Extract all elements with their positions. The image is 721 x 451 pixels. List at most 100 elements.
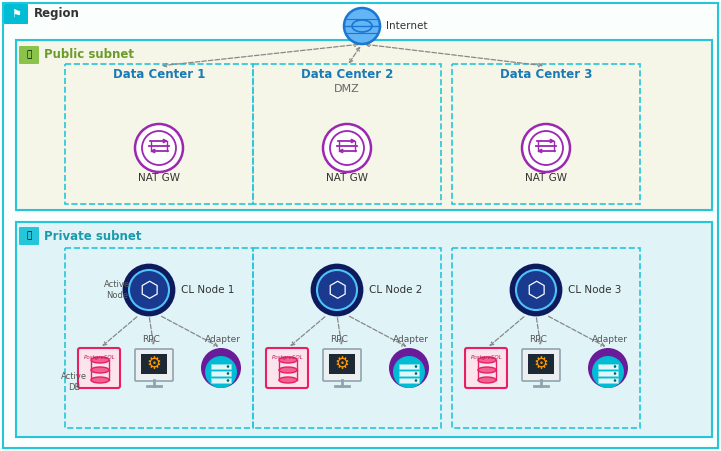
Bar <box>65 248 253 428</box>
Ellipse shape <box>478 367 496 373</box>
FancyBboxPatch shape <box>78 348 120 388</box>
Bar <box>399 364 419 369</box>
Bar <box>598 371 618 376</box>
Circle shape <box>323 124 371 172</box>
FancyBboxPatch shape <box>4 4 28 24</box>
Circle shape <box>511 265 561 315</box>
Circle shape <box>415 379 417 382</box>
FancyBboxPatch shape <box>266 348 308 388</box>
Bar <box>399 371 419 376</box>
Text: ⚙: ⚙ <box>335 355 350 373</box>
Bar <box>211 364 231 369</box>
Text: ⬡: ⬡ <box>327 281 347 301</box>
Circle shape <box>415 372 417 375</box>
Text: Private subnet: Private subnet <box>44 230 141 243</box>
Ellipse shape <box>478 377 496 383</box>
Text: PostgreSQL: PostgreSQL <box>84 355 116 360</box>
Text: RPC: RPC <box>529 336 547 345</box>
Bar <box>253 248 441 428</box>
Text: Data Center 3: Data Center 3 <box>500 69 592 82</box>
Circle shape <box>201 348 241 388</box>
Circle shape <box>226 365 229 368</box>
Text: PostgreSQL: PostgreSQL <box>471 355 503 360</box>
Circle shape <box>588 348 628 388</box>
Circle shape <box>129 270 169 310</box>
Circle shape <box>124 265 174 315</box>
Circle shape <box>522 124 570 172</box>
Ellipse shape <box>91 357 109 363</box>
Ellipse shape <box>478 357 496 363</box>
FancyBboxPatch shape <box>465 348 507 388</box>
Circle shape <box>614 379 616 382</box>
Bar <box>329 354 355 374</box>
FancyBboxPatch shape <box>522 349 560 381</box>
Bar <box>16 40 712 210</box>
Ellipse shape <box>91 377 109 383</box>
FancyBboxPatch shape <box>19 46 39 64</box>
Text: Adapter: Adapter <box>393 336 429 345</box>
Ellipse shape <box>279 357 297 363</box>
Text: Active
DB: Active DB <box>61 372 87 392</box>
Text: 🔒: 🔒 <box>26 51 32 60</box>
Text: RPC: RPC <box>330 336 348 345</box>
Text: CL Node 1: CL Node 1 <box>181 285 234 295</box>
Text: PostgreSQL: PostgreSQL <box>272 355 304 360</box>
Text: Public subnet: Public subnet <box>44 49 134 61</box>
Circle shape <box>317 270 357 310</box>
Circle shape <box>135 124 183 172</box>
Circle shape <box>389 348 429 388</box>
Circle shape <box>142 131 176 165</box>
Circle shape <box>529 131 563 165</box>
Text: Region: Region <box>34 8 80 20</box>
Circle shape <box>592 356 624 388</box>
Circle shape <box>614 365 616 368</box>
Circle shape <box>614 372 616 375</box>
Text: 🔒: 🔒 <box>26 231 32 240</box>
Text: Internet: Internet <box>386 21 428 31</box>
FancyBboxPatch shape <box>135 349 173 381</box>
Bar <box>211 371 231 376</box>
Circle shape <box>516 270 556 310</box>
Text: DMZ: DMZ <box>334 84 360 94</box>
Text: Adapter: Adapter <box>592 336 628 345</box>
Text: NAT GW: NAT GW <box>326 173 368 183</box>
Bar <box>598 364 618 369</box>
Bar <box>452 64 640 204</box>
Text: CL Node 3: CL Node 3 <box>568 285 622 295</box>
Ellipse shape <box>279 367 297 373</box>
Circle shape <box>330 131 364 165</box>
Text: ⚙: ⚙ <box>146 355 162 373</box>
Text: ⬡: ⬡ <box>526 281 546 301</box>
FancyBboxPatch shape <box>19 227 39 245</box>
Bar <box>598 378 618 383</box>
Bar <box>211 378 231 383</box>
Circle shape <box>344 8 380 44</box>
Ellipse shape <box>91 367 109 373</box>
Bar <box>399 378 419 383</box>
Circle shape <box>226 372 229 375</box>
FancyBboxPatch shape <box>323 349 361 381</box>
Text: ⚙: ⚙ <box>534 355 549 373</box>
Text: Data Center 1: Data Center 1 <box>112 69 205 82</box>
Bar <box>452 248 640 428</box>
Bar <box>16 222 712 437</box>
Circle shape <box>312 265 362 315</box>
Circle shape <box>205 356 237 388</box>
Text: Data Center 2: Data Center 2 <box>301 69 393 82</box>
Text: RPC: RPC <box>142 336 160 345</box>
Circle shape <box>415 365 417 368</box>
Bar <box>141 354 167 374</box>
Text: NAT GW: NAT GW <box>138 173 180 183</box>
Circle shape <box>393 356 425 388</box>
Bar <box>253 64 441 204</box>
Text: CL Node 2: CL Node 2 <box>369 285 423 295</box>
Ellipse shape <box>279 377 297 383</box>
Text: Adapter: Adapter <box>205 336 241 345</box>
Bar <box>528 354 554 374</box>
Text: NAT GW: NAT GW <box>525 173 567 183</box>
Bar <box>65 64 253 204</box>
Text: ⚑: ⚑ <box>11 9 21 19</box>
Text: Active
Node: Active Node <box>104 281 130 300</box>
Text: ⬡: ⬡ <box>139 281 159 301</box>
Circle shape <box>226 379 229 382</box>
